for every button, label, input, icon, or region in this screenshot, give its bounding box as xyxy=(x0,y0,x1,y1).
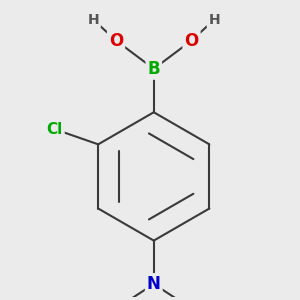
Text: O: O xyxy=(109,32,123,50)
Text: Cl: Cl xyxy=(47,122,63,137)
Text: H: H xyxy=(208,13,220,27)
Text: H: H xyxy=(88,13,99,27)
Text: O: O xyxy=(184,32,199,50)
Text: B: B xyxy=(148,60,160,78)
Text: N: N xyxy=(147,275,161,293)
